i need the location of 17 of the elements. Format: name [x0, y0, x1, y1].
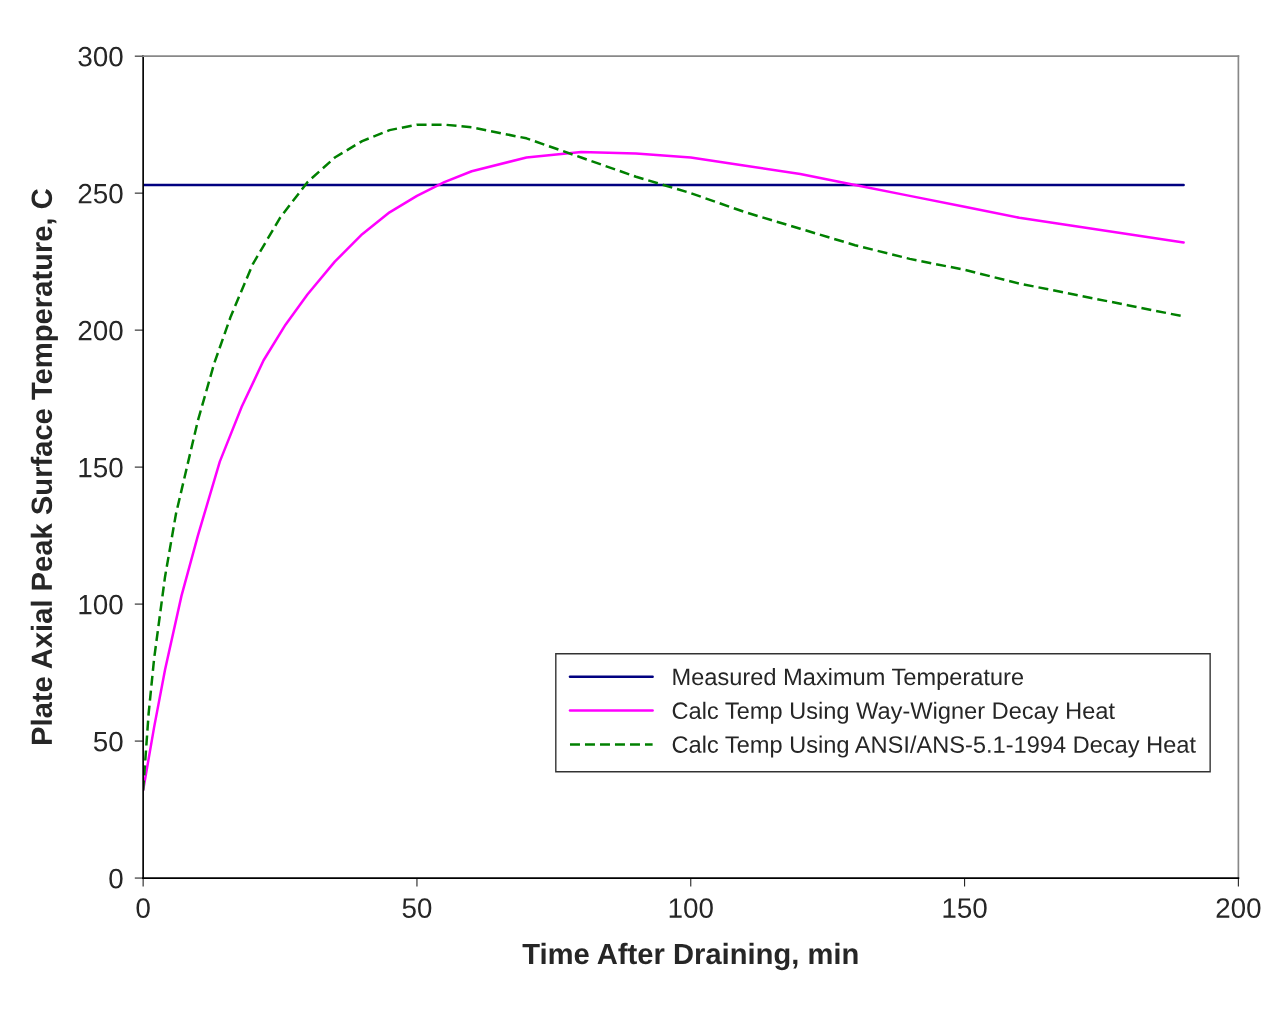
- y-tick-label: 50: [93, 731, 123, 752]
- y-tick-label: 100: [79, 594, 123, 615]
- y-axis-title: Plate Axial Peak Surface Temperature, C: [30, 189, 58, 744]
- x-tick-label: 50: [402, 898, 432, 918]
- x-tick-label: 0: [136, 898, 150, 918]
- legend-label: Calc Temp Using Way-Wigner Decay Heat: [672, 701, 1115, 724]
- y-tick-label: 200: [78, 320, 123, 341]
- y-tick-label: 150: [79, 457, 123, 478]
- y-tick-label: 0: [109, 868, 123, 889]
- y-tick-label: 250: [78, 183, 123, 204]
- legend-label: Calc Temp Using ANSI/ANS-5.1-1994 Decay Heat: [672, 735, 1196, 758]
- x-tick-label: 200: [1216, 898, 1261, 918]
- x-tick-label: 100: [669, 898, 713, 918]
- x-tick-label: 150: [943, 898, 987, 918]
- x-axis-title: Time After Draining, min: [522, 942, 858, 971]
- legend-label: Measured Maximum Temperature: [673, 667, 1024, 690]
- y-tick-label: 300: [78, 46, 123, 67]
